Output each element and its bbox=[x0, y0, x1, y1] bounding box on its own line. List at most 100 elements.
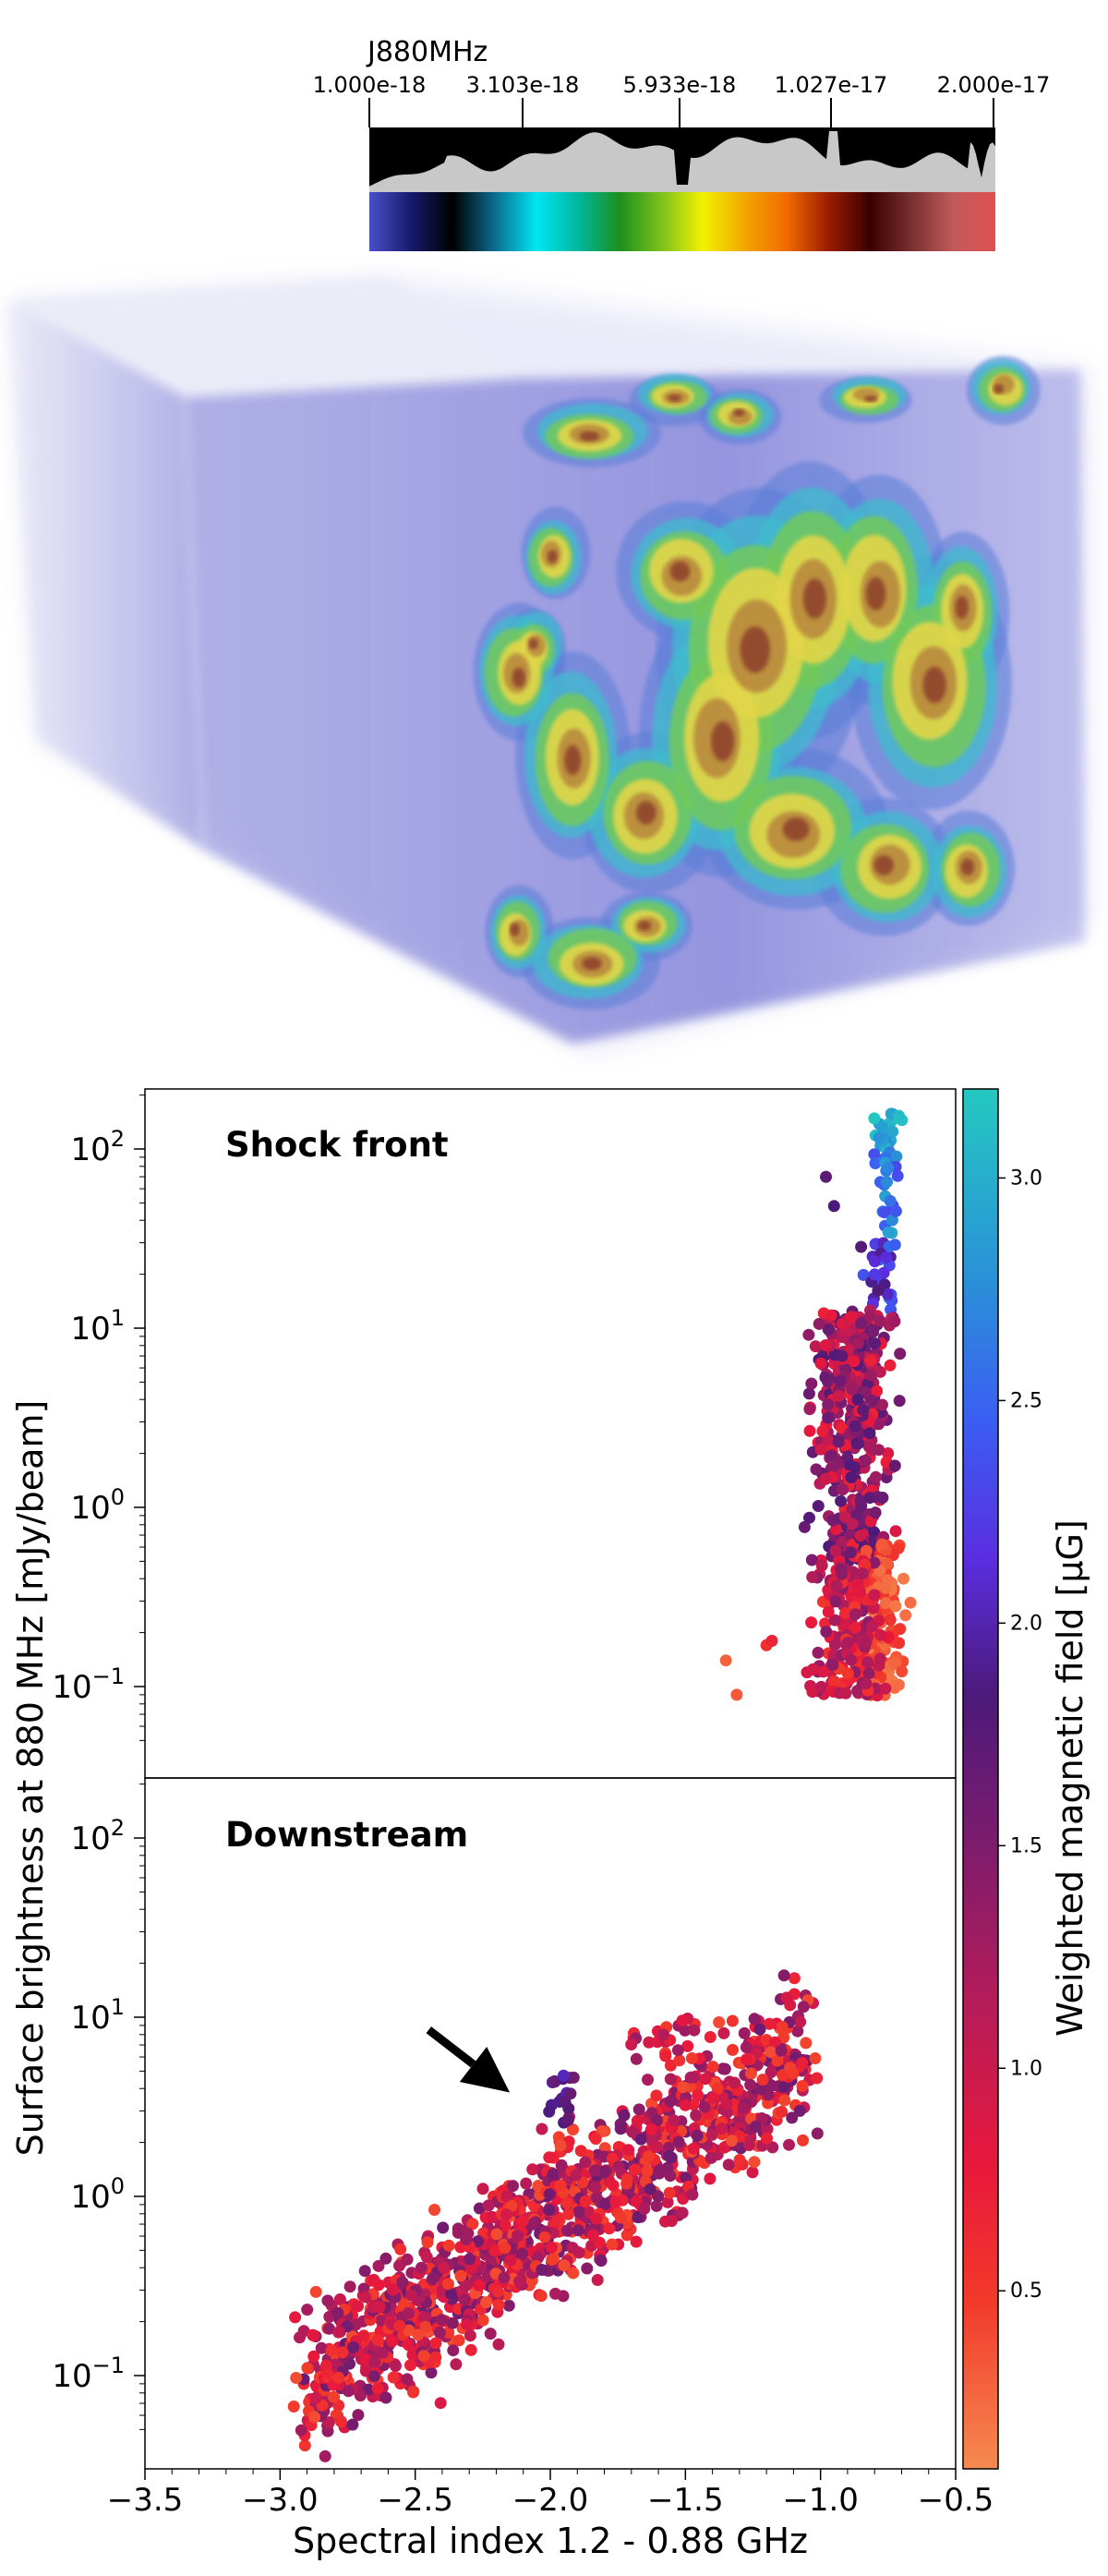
data-point bbox=[776, 2021, 789, 2033]
data-point bbox=[860, 1636, 873, 1649]
data-point bbox=[564, 2087, 577, 2100]
data-point bbox=[896, 1665, 909, 1678]
data-point bbox=[765, 2066, 777, 2079]
data-point bbox=[718, 2062, 731, 2075]
data-point bbox=[794, 2015, 807, 2028]
data-point bbox=[897, 1572, 909, 1585]
data-point bbox=[836, 1349, 849, 1362]
data-point bbox=[705, 2128, 718, 2141]
data-point bbox=[309, 2391, 322, 2404]
data-point bbox=[513, 2275, 525, 2288]
data-point bbox=[562, 2207, 575, 2220]
data-point bbox=[815, 1680, 827, 1693]
data-point bbox=[776, 2105, 789, 2118]
box-left-face bbox=[9, 300, 203, 850]
data-point bbox=[825, 1309, 837, 1322]
data-point bbox=[484, 2328, 497, 2340]
data-point bbox=[491, 2285, 504, 2298]
y-tick-label: 100 bbox=[70, 1484, 125, 1527]
data-point bbox=[536, 2122, 548, 2135]
data-point bbox=[748, 2013, 761, 2026]
data-point bbox=[854, 1530, 867, 1542]
data-point bbox=[722, 2159, 735, 2171]
data-point bbox=[352, 2409, 365, 2422]
colorbar-tick-label: 3.0 bbox=[1010, 1167, 1042, 1190]
data-point bbox=[870, 1470, 882, 1483]
x-tick-label: −1.5 bbox=[647, 2482, 724, 2519]
data-point bbox=[590, 2212, 603, 2225]
data-point bbox=[433, 2327, 446, 2339]
data-point bbox=[738, 2026, 751, 2039]
data-point bbox=[452, 2222, 464, 2235]
data-point bbox=[884, 1614, 897, 1627]
data-point bbox=[387, 2371, 400, 2384]
colorbar-label: Weighted magnetic field [μG] bbox=[1050, 1519, 1090, 2037]
data-point bbox=[535, 2290, 548, 2303]
data-point bbox=[748, 2156, 761, 2169]
data-point bbox=[830, 1579, 843, 1592]
data-point bbox=[321, 2294, 334, 2307]
x-tick-label: −0.5 bbox=[918, 2482, 994, 2519]
data-point bbox=[418, 2311, 431, 2324]
data-point bbox=[572, 2224, 584, 2237]
data-point bbox=[492, 2338, 505, 2351]
data-point bbox=[490, 2228, 503, 2241]
panel-label-shock-front: Shock front bbox=[225, 1125, 449, 1165]
data-point bbox=[786, 2111, 799, 2124]
data-point bbox=[866, 1620, 879, 1633]
y-tick-label: 100 bbox=[70, 2173, 125, 2216]
data-point bbox=[755, 2112, 768, 2124]
data-point bbox=[873, 1444, 885, 1457]
data-point bbox=[761, 2122, 774, 2135]
data-point bbox=[869, 1255, 881, 1268]
data-point bbox=[480, 2296, 493, 2309]
data-point bbox=[684, 2071, 697, 2084]
data-point bbox=[652, 2190, 665, 2203]
data-point bbox=[868, 1112, 881, 1125]
data-point bbox=[869, 1337, 882, 1350]
data-point bbox=[622, 2144, 635, 2157]
data-point bbox=[832, 1389, 845, 1402]
data-point bbox=[368, 2355, 381, 2368]
data-point bbox=[825, 1449, 838, 1462]
data-point bbox=[691, 2129, 704, 2142]
data-point bbox=[297, 2325, 310, 2338]
data-point bbox=[488, 2244, 501, 2257]
data-point bbox=[699, 2073, 712, 2086]
data-point bbox=[442, 2327, 455, 2339]
data-point bbox=[500, 2208, 512, 2221]
data-point bbox=[512, 2230, 524, 2243]
data-point bbox=[845, 1311, 858, 1324]
data-point bbox=[373, 2301, 386, 2314]
data-point bbox=[857, 1268, 870, 1281]
data-point bbox=[814, 1357, 827, 1370]
data-point bbox=[437, 2221, 450, 2234]
data-point bbox=[673, 2054, 686, 2067]
emission-blob bbox=[668, 394, 681, 402]
data-point bbox=[850, 1578, 863, 1591]
data-point bbox=[290, 2372, 303, 2384]
data-point bbox=[668, 2114, 680, 2127]
data-point bbox=[873, 1314, 886, 1327]
data-point bbox=[857, 1567, 870, 1580]
data-point bbox=[401, 2373, 414, 2386]
data-point bbox=[332, 2371, 345, 2384]
data-point bbox=[397, 2298, 410, 2311]
emission-structures bbox=[473, 356, 1041, 1010]
data-point bbox=[516, 2215, 529, 2228]
arrow-shaft bbox=[426, 2026, 476, 2068]
data-point bbox=[606, 2238, 619, 2251]
data-point bbox=[875, 1538, 888, 1551]
data-point bbox=[868, 1268, 881, 1281]
data-point bbox=[888, 1315, 901, 1328]
data-point bbox=[733, 2154, 746, 2166]
data-point bbox=[844, 1459, 857, 1472]
data-point bbox=[705, 2151, 717, 2164]
data-point bbox=[308, 2411, 321, 2424]
emission-blob bbox=[579, 430, 600, 441]
data-point bbox=[809, 1340, 822, 1353]
data-point bbox=[641, 2165, 654, 2178]
data-point bbox=[761, 2132, 773, 2145]
data-point bbox=[880, 1252, 893, 1264]
downstream-points bbox=[287, 1969, 824, 2462]
